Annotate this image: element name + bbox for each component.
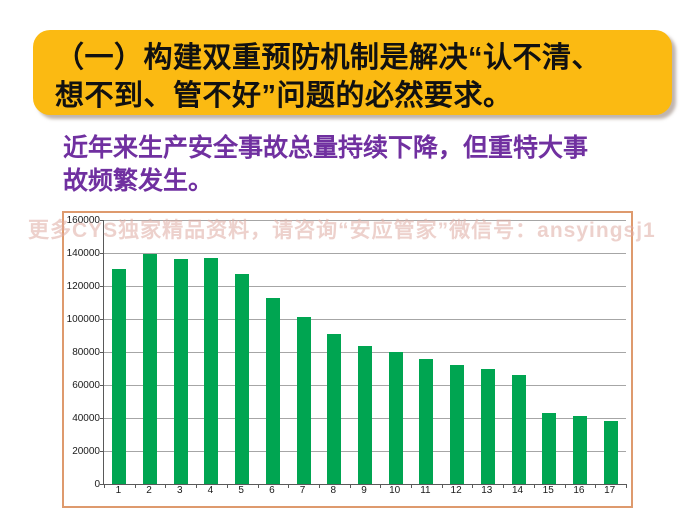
gridline <box>104 220 626 221</box>
x-axis-tick <box>288 484 290 488</box>
y-axis-tick-label: 120000 <box>66 281 100 292</box>
x-axis-tick-label: 17 <box>604 485 616 496</box>
y-axis-tick <box>100 352 104 353</box>
x-axis-tick <box>472 484 474 488</box>
x-axis-tick-label: 13 <box>481 485 493 496</box>
y-axis-tick <box>100 319 104 320</box>
x-axis-tick <box>104 484 105 488</box>
y-axis-tick-label: 140000 <box>66 248 100 259</box>
x-axis-tick-label: 3 <box>176 485 183 496</box>
y-axis-tick <box>100 451 104 452</box>
y-axis-tick <box>100 253 104 254</box>
x-axis-tick-label: 11 <box>420 485 431 496</box>
chart-bar-15 <box>542 413 557 484</box>
y-axis-tick <box>100 385 104 386</box>
x-axis-tick-label: 8 <box>330 485 337 496</box>
x-axis-tick-label: 10 <box>389 485 401 496</box>
x-axis-tick <box>564 484 566 488</box>
chart-bar-6 <box>265 297 280 484</box>
title-line-2: 想不到、管不好”问题的必然要求。 <box>55 80 513 112</box>
y-axis-tick <box>100 286 104 287</box>
plot-area <box>100 220 627 488</box>
chart-bar-10 <box>388 352 403 484</box>
chart-bar-3 <box>173 259 188 484</box>
subtitle-line-1: 近年来生产安全事故总量持续下降，但重特大事 <box>63 134 589 162</box>
chart-bar-1 <box>112 268 127 484</box>
chart-bar-2 <box>143 253 158 484</box>
x-axis-tick <box>226 484 228 488</box>
x-axis-tick-label: 9 <box>361 485 367 496</box>
accident-trend-bar-chart: 0 20000 40000 60000 80000 100000 120000 140000 1… <box>62 211 633 508</box>
x-axis-tick-label: 14 <box>511 485 524 496</box>
gridline <box>104 286 626 287</box>
title-banner: （一）构建双重预防机制是解决“认不清、 想不到、管不好”问题的必然要求。 <box>33 30 672 115</box>
y-axis-tick-label: 60000 <box>72 380 100 391</box>
x-axis-tick-label: 15 <box>542 485 554 496</box>
x-axis-tick <box>257 484 259 488</box>
x-axis-tick <box>411 484 413 488</box>
y-axis-tick-label: 40000 <box>72 413 100 424</box>
y-axis-tick <box>100 484 104 485</box>
x-axis-tick-label: 7 <box>299 485 306 496</box>
x-axis-tick <box>503 484 505 488</box>
chart-bar-4 <box>204 258 219 484</box>
y-axis-tick-label: 100000 <box>66 314 100 325</box>
chart-bar-7 <box>296 316 311 484</box>
gridline <box>104 319 626 320</box>
chart-bar-17 <box>603 421 618 484</box>
gridline <box>104 253 626 254</box>
subtitle: 近年来生产安全事故总量持续下降，但重特大事 故频繁发生。 <box>63 132 588 198</box>
y-axis-tick-label: 0 <box>94 479 100 490</box>
x-axis-tick-label: 6 <box>269 485 275 496</box>
chart-bar-5 <box>235 274 250 484</box>
x-axis-tick <box>196 484 198 488</box>
x-axis-tick-label: 16 <box>573 485 585 496</box>
x-axis-tick <box>380 484 382 488</box>
y-axis-tick <box>100 220 104 221</box>
x-axis-tick-label: 4 <box>207 485 214 496</box>
chart-bar-14 <box>511 375 526 484</box>
chart-bar-8 <box>327 333 342 484</box>
x-axis-tick <box>134 484 136 488</box>
x-axis-tick <box>595 484 597 488</box>
x-axis-tick <box>626 484 627 488</box>
x-axis-tick-label: 1 <box>115 485 122 496</box>
x-axis-tick <box>318 484 320 488</box>
chart-bar-12 <box>450 365 465 484</box>
subtitle-line-2: 故频繁发生。 <box>63 167 214 195</box>
chart-bar-9 <box>358 346 372 484</box>
chart-bar-11 <box>419 358 434 484</box>
title-line-1: （一）构建双重预防机制是解决“认不清、 <box>55 42 602 74</box>
chart-bar-16 <box>572 416 587 484</box>
x-axis-tick-label: 2 <box>146 485 152 496</box>
x-axis-tick-label: 12 <box>450 485 462 496</box>
x-axis-tick <box>165 484 167 488</box>
x-axis-tick <box>533 484 535 488</box>
y-axis-tick <box>100 418 104 419</box>
x-axis-tick-label: 5 <box>238 485 244 496</box>
x-axis-tick <box>349 484 351 488</box>
x-axis-tick <box>441 484 443 488</box>
y-axis-tick-label: 160000 <box>66 215 100 226</box>
chart-bar-13 <box>480 369 495 484</box>
y-axis-tick-label: 80000 <box>72 347 100 358</box>
y-axis-tick-label: 20000 <box>72 446 100 457</box>
